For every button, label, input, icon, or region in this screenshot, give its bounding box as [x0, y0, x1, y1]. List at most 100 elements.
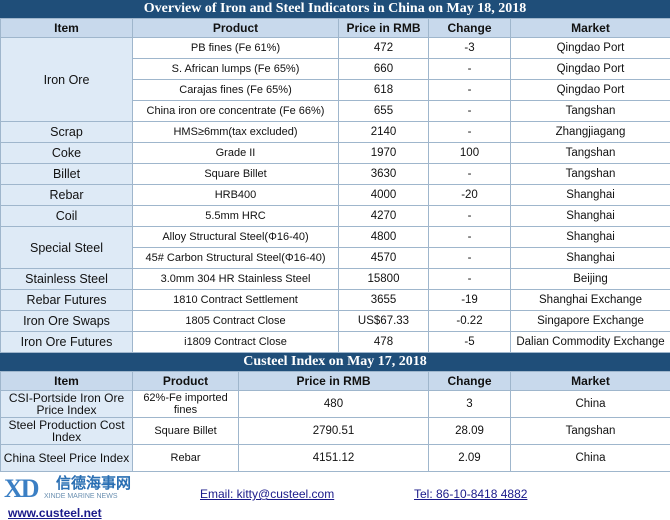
- price-cell: 478: [339, 332, 429, 353]
- product-cell: S. African lumps (Fe 65%): [133, 59, 339, 80]
- change-cell: 3: [429, 391, 511, 418]
- price-cell: 15800: [339, 269, 429, 290]
- col-header-item: Item: [1, 372, 133, 391]
- price-cell: 472: [339, 38, 429, 59]
- change-cell: -5: [429, 332, 511, 353]
- market-cell: China: [511, 391, 670, 418]
- market-cell: Tangshan: [511, 143, 670, 164]
- change-cell: -: [429, 122, 511, 143]
- price-cell: 4000: [339, 185, 429, 206]
- market-cell: Qingdao Port: [511, 59, 670, 80]
- product-cell: 45# Carbon Structural Steel(Φ16-40): [133, 248, 339, 269]
- price-cell: 4800: [339, 227, 429, 248]
- section1-banner: Overview of Iron and Steel Indicators in…: [0, 0, 670, 18]
- col-header-market: Market: [511, 372, 670, 391]
- col-header-change: Change: [429, 19, 511, 38]
- section2-banner: Custeel Index on May 17, 2018: [0, 353, 670, 371]
- market-cell: Dalian Commodity Exchange: [511, 332, 670, 353]
- item-cell: Iron Ore: [1, 38, 133, 122]
- table-header-row: Item Product Price in RMB Change Market: [1, 19, 670, 38]
- market-cell: Tangshan: [511, 101, 670, 122]
- product-cell: 5.5mm HRC: [133, 206, 339, 227]
- change-cell: -: [429, 227, 511, 248]
- price-cell: 3655: [339, 290, 429, 311]
- email-link[interactable]: Email: kitty@custeel.com: [200, 487, 334, 501]
- item-cell: Iron Ore Futures: [1, 332, 133, 353]
- product-cell: Alloy Structural Steel(Φ16-40): [133, 227, 339, 248]
- overview-table: Item Product Price in RMB Change Market …: [0, 18, 670, 353]
- change-cell: -0.22: [429, 311, 511, 332]
- market-cell: Singapore Exchange: [511, 311, 670, 332]
- website-link[interactable]: www.custeel.net: [8, 506, 102, 520]
- market-cell: Shanghai: [511, 206, 670, 227]
- price-cell: 618: [339, 80, 429, 101]
- product-cell: Square Billet: [133, 164, 339, 185]
- product-cell: HRB400: [133, 185, 339, 206]
- change-cell: -: [429, 206, 511, 227]
- change-cell: -: [429, 59, 511, 80]
- change-cell: -: [429, 269, 511, 290]
- change-cell: -: [429, 164, 511, 185]
- col-header-product: Product: [133, 372, 239, 391]
- col-header-product: Product: [133, 19, 339, 38]
- market-cell: Qingdao Port: [511, 38, 670, 59]
- product-cell: 3.0mm 304 HR Stainless Steel: [133, 269, 339, 290]
- item-cell: Rebar: [1, 185, 133, 206]
- custeel-index-table: Item Product Price in RMB Change Market …: [0, 371, 670, 472]
- market-cell: Beijing: [511, 269, 670, 290]
- market-cell: Shanghai: [511, 185, 670, 206]
- change-cell: -: [429, 80, 511, 101]
- item-cell: Scrap: [1, 122, 133, 143]
- price-cell: 4270: [339, 206, 429, 227]
- logo-mark: XD: [4, 474, 38, 504]
- change-cell: -19: [429, 290, 511, 311]
- col-header-market: Market: [511, 19, 670, 38]
- product-cell: 1805 Contract Close: [133, 311, 339, 332]
- col-header-price: Price in RMB: [339, 19, 429, 38]
- change-cell: -20: [429, 185, 511, 206]
- market-cell: Tangshan: [511, 164, 670, 185]
- product-cell: PB fines (Fe 61%): [133, 38, 339, 59]
- price-cell: 655: [339, 101, 429, 122]
- price-cell: 2140: [339, 122, 429, 143]
- market-cell: Shanghai Exchange: [511, 290, 670, 311]
- footer: XD 信德海事网 XINDE MARINE NEWS www.custeel.n…: [0, 482, 670, 508]
- price-cell: US$67.33: [339, 311, 429, 332]
- change-cell: 100: [429, 143, 511, 164]
- market-cell: Shanghai: [511, 227, 670, 248]
- market-cell: Qingdao Port: [511, 80, 670, 101]
- price-cell: 3630: [339, 164, 429, 185]
- item-cell: Rebar Futures: [1, 290, 133, 311]
- price-cell: 4570: [339, 248, 429, 269]
- item-cell: Special Steel: [1, 227, 133, 269]
- item-cell: Iron Ore Swaps: [1, 311, 133, 332]
- item-cell: Coil: [1, 206, 133, 227]
- product-cell: HMS≥6mm(tax excluded): [133, 122, 339, 143]
- tel-text: Tel: 86-10-8418 4882: [414, 487, 527, 501]
- product-cell: 62%-Fe imported fines: [133, 391, 239, 418]
- col-header-price: Price in RMB: [239, 372, 429, 391]
- product-cell: China iron ore concentrate (Fe 66%): [133, 101, 339, 122]
- item-cell: Stainless Steel: [1, 269, 133, 290]
- market-cell: Tangshan: [511, 418, 670, 445]
- price-cell: 1970: [339, 143, 429, 164]
- price-cell: 660: [339, 59, 429, 80]
- table-header-row: Item Product Price in RMB Change Market: [1, 372, 670, 391]
- price-cell: 4151.12: [239, 445, 429, 472]
- logo: XD 信德海事网 XINDE MARINE NEWS: [4, 468, 154, 508]
- market-cell: Shanghai: [511, 248, 670, 269]
- logo-english-text: XINDE MARINE NEWS: [44, 493, 118, 500]
- change-cell: 2.09: [429, 445, 511, 472]
- market-cell: China: [511, 445, 670, 472]
- product-cell: Square Billet: [133, 418, 239, 445]
